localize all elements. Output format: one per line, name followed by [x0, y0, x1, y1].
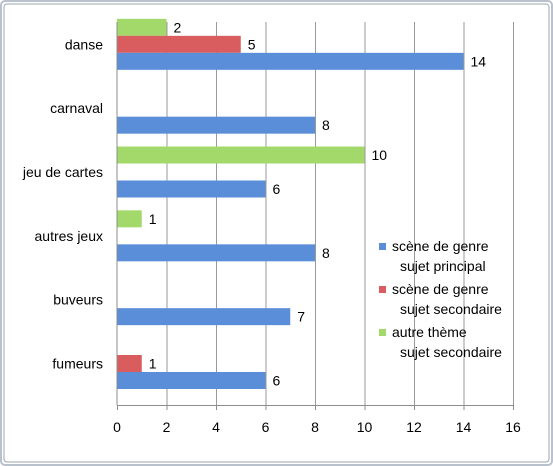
bar-fumeurs-series-1: [117, 372, 266, 389]
value-label-jeu-de-cartes-series-1: 6: [273, 181, 281, 197]
value-label-carnaval-series-1: 8: [322, 117, 330, 133]
x-tick-label-4: 4: [212, 419, 220, 435]
frame-inner: [3, 3, 550, 463]
x-tick-label-6: 6: [262, 419, 270, 435]
value-label-danse-series-3: 2: [174, 19, 182, 35]
x-tick-label-16: 16: [505, 419, 521, 435]
bar-jeu-de-cartes-series-1: [117, 180, 266, 198]
bar-autres-jeux-series-3: [117, 210, 142, 228]
category-label-danse: danse: [65, 36, 103, 52]
bar-danse-series-2: [117, 35, 241, 53]
legend-label-series-3-line-2: sujet secondaire: [400, 344, 502, 360]
bar-carnaval-series-1: [117, 116, 315, 134]
legend-label-series-3-line-1: autre thème: [392, 324, 467, 340]
bar-autres-jeux-series-1: [117, 244, 315, 262]
category-label-buveurs: buveurs: [53, 292, 103, 308]
bar-jeu-de-cartes-series-3: [117, 146, 365, 164]
category-label-carnaval: carnaval: [50, 100, 103, 116]
category-label-fumeurs: fumeurs: [52, 356, 103, 372]
x-tick-label-10: 10: [357, 419, 373, 435]
bar-danse-series-1: [117, 52, 464, 70]
bar-buveurs-series-1: [117, 308, 291, 326]
bar-danse-series-3: [117, 18, 167, 36]
value-label-fumeurs-series-2: 1: [149, 356, 157, 372]
value-label-autres-jeux-series-1: 8: [322, 245, 330, 261]
value-label-autres-jeux-series-3: 1: [149, 211, 157, 227]
legend-label-series-1-line-2: sujet principal: [400, 258, 486, 274]
legend-swatch-series-2: [379, 286, 386, 293]
bar-fumeurs-series-2: [117, 355, 142, 372]
value-label-danse-series-1: 14: [471, 53, 487, 69]
legend-label-series-1-line-1: scène de genre: [392, 238, 489, 254]
value-label-fumeurs-series-1: 6: [273, 373, 281, 389]
category-label-autres-jeux: autres jeux: [35, 228, 103, 244]
x-tick-label-0: 0: [113, 419, 121, 435]
legend-label-series-2-line-2: sujet secondaire: [400, 301, 502, 317]
legend-label-series-2-line-1: scène de genre: [392, 281, 489, 297]
category-label-jeu-de-cartes: jeu de cartes: [22, 164, 103, 180]
value-label-jeu-de-cartes-series-3: 10: [372, 147, 388, 163]
x-tick-label-12: 12: [406, 419, 422, 435]
value-label-buveurs-series-1: 7: [297, 309, 305, 325]
x-tick-label-14: 14: [456, 419, 472, 435]
legend-swatch-series-3: [379, 329, 386, 336]
value-label-danse-series-2: 5: [248, 36, 256, 52]
x-tick-label-2: 2: [163, 419, 171, 435]
legend-swatch-series-1: [379, 243, 386, 250]
x-tick-label-8: 8: [311, 419, 319, 435]
